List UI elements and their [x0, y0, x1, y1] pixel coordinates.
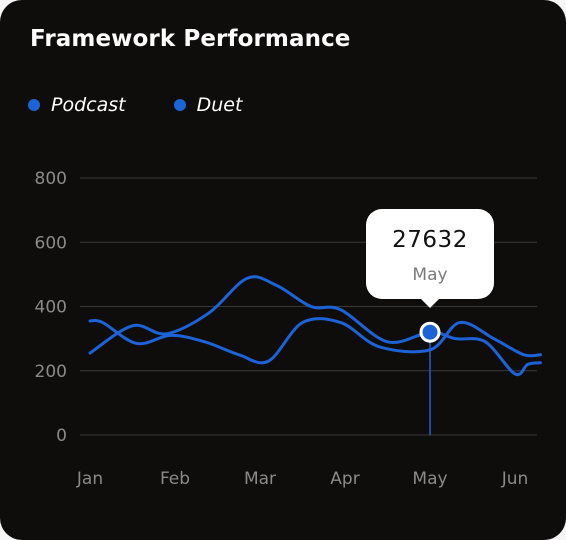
y-tick-label: 200 — [35, 362, 67, 382]
y-tick-label: 600 — [35, 233, 67, 253]
legend-item-duet[interactable]: Duet — [173, 94, 243, 116]
legend-item-podcast[interactable]: Podcast — [28, 94, 126, 116]
x-tick-label: Jan — [76, 469, 103, 489]
tooltip-value: 27632 — [392, 227, 468, 254]
tooltip-point[interactable] — [419, 321, 441, 343]
y-tick-label: 0 — [56, 426, 67, 446]
x-tick-label: May — [412, 469, 447, 489]
x-tick-label: Apr — [330, 469, 359, 489]
x-tick-label: Jun — [501, 469, 529, 489]
chart-legend: Podcast Duet — [28, 94, 290, 116]
legend-dot-duet — [173, 99, 186, 111]
tooltip-label: May — [412, 265, 448, 286]
x-tick-label: Feb — [160, 469, 190, 489]
x-tick-label: Mar — [244, 469, 276, 489]
legend-label-podcast: Podcast — [51, 94, 126, 116]
series-line-duet — [88, 275, 542, 377]
legend-dot-podcast — [28, 99, 40, 111]
y-tick-label: 400 — [35, 298, 67, 318]
legend-label-duet: Duet — [196, 94, 243, 116]
data-tooltip: 27632 May — [366, 209, 494, 309]
y-tick-label: 800 — [35, 169, 67, 189]
series-line-podcast — [88, 317, 542, 365]
chart-title: Framework Performance — [30, 26, 351, 52]
